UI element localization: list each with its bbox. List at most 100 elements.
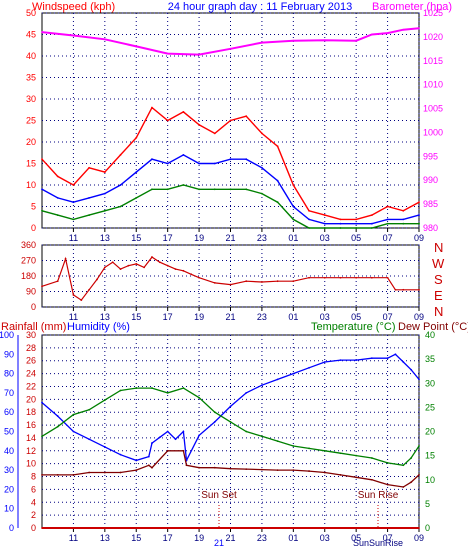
series-dew-point-line-point xyxy=(119,471,122,474)
series-gust-line-point xyxy=(213,132,216,135)
series-min-line-point xyxy=(276,201,279,204)
x-tick-label: 03 xyxy=(320,533,330,543)
panel-3-series xyxy=(41,353,420,529)
temperature-tick-label: 5 xyxy=(425,499,430,509)
series-dew-point-line-point xyxy=(276,469,279,471)
series-gust-line-point xyxy=(323,214,326,217)
series-average-line-point xyxy=(182,154,185,156)
x-tick-label: 15 xyxy=(131,312,141,322)
series-average-line-point xyxy=(166,162,169,165)
series-temperature-line-point xyxy=(261,435,263,438)
temperature-tick-label: 10 xyxy=(425,475,435,485)
series-average-line-point xyxy=(355,222,358,225)
series-dew-point-line-point xyxy=(386,483,389,486)
series-gust-line-point xyxy=(56,175,59,178)
series-min-line-point xyxy=(119,205,122,208)
series-temperature-line-point xyxy=(151,387,153,389)
x-tick-label: 01 xyxy=(288,533,298,543)
series-direction-line-point xyxy=(41,285,43,288)
windspeed-tick-label: 20 xyxy=(26,137,36,147)
rainfall-axis-label: Rainfall (mm) xyxy=(1,321,66,333)
series-barometer-line-point xyxy=(261,41,263,44)
series-average-line-point xyxy=(418,214,420,217)
series-min-line-point xyxy=(151,188,153,191)
series-dew-point-line-point xyxy=(339,474,342,476)
series-barometer-line-point xyxy=(355,39,358,42)
series-dew-point-line-point xyxy=(198,466,200,469)
windspeed-tick-label: 45 xyxy=(26,30,36,40)
series-temperature-line-point xyxy=(410,457,413,459)
temperature-tick-label: 20 xyxy=(425,427,435,437)
series-direction-line-point xyxy=(292,280,295,283)
temperature-ticks: 0 5 10 15 20 25 30 35 40 xyxy=(425,330,435,533)
direction-tick-label: 360 xyxy=(21,240,36,250)
series-dew-point-line-point xyxy=(418,474,420,476)
x-tick-label: 13 xyxy=(100,233,110,243)
series-min-line-point xyxy=(166,188,169,191)
series-temperature-line-point xyxy=(182,387,185,389)
series-humidity-line-point xyxy=(261,384,263,387)
series-average-line-point xyxy=(308,218,310,221)
humidity-axis-label: Humidity (%) xyxy=(67,321,130,333)
temperature-tick-label: 40 xyxy=(425,330,435,340)
humidity-tick-label: 4 xyxy=(31,497,36,507)
compass-n-top: N xyxy=(434,240,443,255)
series-temperature-line-point xyxy=(56,425,59,428)
series-average-line-point xyxy=(339,222,342,225)
series-min-line-point xyxy=(370,227,373,229)
series-gust-line-point xyxy=(308,209,310,212)
series-gust-line-point xyxy=(41,158,43,161)
humidity-tick-label: 8 xyxy=(31,472,36,482)
humidity-tick-label: 14 xyxy=(26,433,36,443)
humidity-tick-label: 16 xyxy=(26,420,36,430)
series-humidity-line-point xyxy=(56,415,59,417)
series-barometer-line-point xyxy=(418,27,420,30)
windspeed-tick-label: 0 xyxy=(31,223,36,233)
rainfall-tick-label: 40 xyxy=(4,446,14,456)
series-temperature-line-point xyxy=(308,447,310,450)
series-direction-line-point xyxy=(323,276,326,279)
series-barometer-line-point xyxy=(103,38,106,41)
series-average-line-point xyxy=(213,162,216,165)
series-dew-point-line-point xyxy=(151,466,153,469)
x-tick-label: 17 xyxy=(163,533,173,543)
series-humidity-line-point xyxy=(370,357,373,360)
series-min-line-point xyxy=(418,222,420,225)
x-tick-label: 13 xyxy=(100,533,110,543)
panel-2-series xyxy=(41,256,420,302)
series-temperature-line-point xyxy=(213,411,216,414)
series-gust-line-point xyxy=(261,132,263,135)
windspeed-tick-label: 10 xyxy=(26,180,36,190)
series-direction-line-point xyxy=(88,288,91,291)
series-average-line-point xyxy=(119,184,122,186)
series-direction-line-point xyxy=(402,288,405,291)
windspeed-tick-label: 25 xyxy=(26,116,36,126)
series-gust-line-point xyxy=(135,136,138,139)
rainfall-tick-label: 30 xyxy=(4,465,14,475)
series-humidity-line-point xyxy=(103,446,106,448)
series-min-line-point xyxy=(308,227,310,229)
x-tick-label: 19 xyxy=(194,533,204,543)
humidity-tick-label: 0 xyxy=(31,523,36,533)
x-tick-label: 17 xyxy=(163,312,173,322)
series-barometer-line-point xyxy=(166,52,169,55)
series-min-line-point xyxy=(198,188,200,191)
series-direction-line-point xyxy=(143,266,146,269)
compass-n-bottom: N xyxy=(434,304,443,319)
series-min-line-point xyxy=(56,214,59,217)
series-direction-line-point xyxy=(190,273,193,276)
series-min-line-point xyxy=(88,214,91,217)
windspeed-tick-label: 30 xyxy=(26,94,36,104)
series-rainfall-line-point xyxy=(418,527,420,529)
series-temperature-line-point xyxy=(323,449,326,452)
x-tick-label: 05 xyxy=(351,533,361,543)
windspeed-tick-label: 50 xyxy=(26,8,36,18)
series-gust-line-point xyxy=(229,119,232,122)
rainfall-tick-label: 90 xyxy=(4,349,14,359)
x-tick-label: 11 xyxy=(69,533,78,543)
temperature-tick-label: 35 xyxy=(425,354,435,364)
rainfall-tick-label: 20 xyxy=(4,484,14,494)
x-tick-label: 07 xyxy=(383,312,393,322)
temperature-tick-label: 25 xyxy=(425,402,435,412)
